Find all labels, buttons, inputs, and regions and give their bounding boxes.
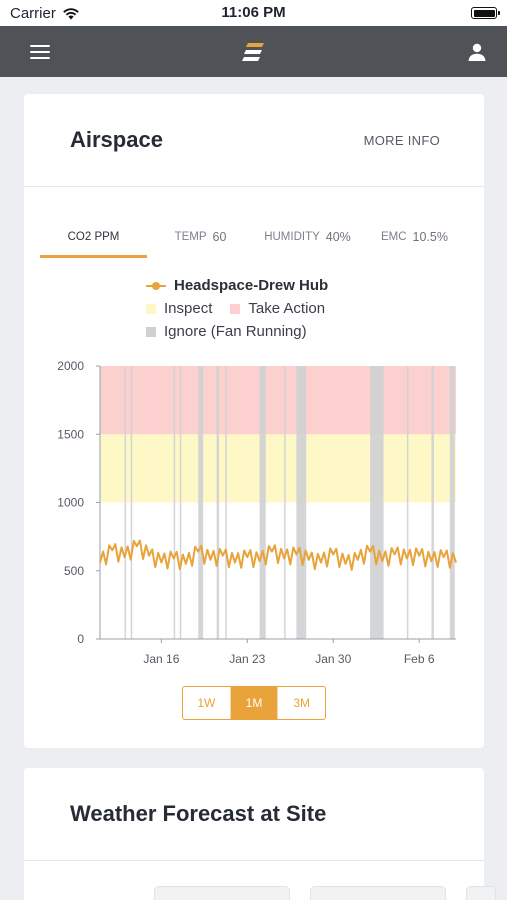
range-1m-button[interactable]: 1M: [230, 687, 279, 719]
battery-icon: [471, 7, 500, 19]
status-time: 11:06 PM: [221, 4, 286, 21]
inspect-band: [100, 434, 456, 503]
y-tick-label: 1000: [57, 496, 84, 510]
legend-ignore[interactable]: Ignore (Fan Running): [146, 323, 307, 340]
weather-forecast-list: [154, 886, 496, 900]
tab-temp-label: TEMP: [174, 231, 207, 243]
ignore-interval: [179, 366, 182, 639]
legend-take-action[interactable]: Take Action: [230, 300, 325, 317]
legend-take-action-swatch: [230, 303, 241, 314]
take-action-band: [100, 366, 456, 435]
weather-card: Weather Forecast at Site: [24, 768, 496, 900]
forecast-day-card[interactable]: [310, 886, 446, 900]
ignore-interval: [370, 366, 384, 639]
more-info-link[interactable]: MORE INFO: [363, 132, 440, 148]
tab-temp-value: 60: [212, 230, 227, 244]
y-tick-label: 500: [64, 564, 84, 578]
ignore-interval: [216, 366, 220, 639]
status-carrier: Carrier: [10, 5, 80, 22]
range-1w-button[interactable]: 1W: [183, 687, 231, 719]
weather-title: Weather Forecast at Site: [70, 801, 327, 826]
metric-tabs: CO2 PPM TEMP 60 HUMIDITY 40% EMC 10.5%: [40, 216, 484, 258]
ignore-interval: [449, 366, 455, 639]
ignore-interval: [198, 366, 204, 639]
forecast-day-card[interactable]: [466, 886, 496, 900]
chart-legend: Headspace-Drew Hub Inspect Take Action I…: [146, 274, 340, 343]
ignore-interval: [130, 366, 133, 639]
legend-inspect[interactable]: Inspect: [146, 300, 212, 317]
x-tick-label: Jan 23: [229, 652, 265, 666]
tab-humidity[interactable]: HUMIDITY 40%: [254, 216, 361, 258]
range-toggle: 1W 1M 3M: [182, 686, 326, 720]
legend-ignore-swatch: [146, 326, 156, 337]
co2-chart: 0 500 1000 1500 2000 Jan 16 Jan 23 Jan 30 Feb 6: [57, 359, 457, 666]
y-tick-label: 1500: [57, 427, 84, 441]
ignore-interval: [225, 366, 227, 639]
legend-take-action-label: Take Action: [248, 300, 326, 317]
series-line-headspace-drew-hub: [99, 539, 457, 571]
tab-temp[interactable]: TEMP 60: [147, 216, 254, 258]
ignore-interval: [296, 366, 307, 639]
x-tick-label: Jan 30: [315, 652, 351, 666]
tab-emc-value: 10.5%: [412, 230, 448, 244]
carrier-label: Carrier: [10, 4, 56, 22]
y-tick-label: 2000: [57, 359, 84, 373]
weather-header: Weather Forecast at Site: [24, 768, 484, 861]
forecast-day-card[interactable]: [154, 886, 290, 900]
ignore-interval: [284, 366, 286, 639]
tab-humidity-label: HUMIDITY: [264, 231, 320, 243]
x-tick-label: Feb 6: [404, 652, 435, 666]
tab-co2-label: CO2 PPM: [67, 231, 120, 243]
ignore-interval: [259, 366, 266, 639]
legend-series-label: Headspace-Drew Hub: [174, 277, 329, 294]
tab-co2[interactable]: CO2 PPM: [40, 216, 147, 258]
legend-ignore-label: Ignore (Fan Running): [164, 323, 307, 340]
wifi-icon: [63, 7, 79, 19]
legend-line-marker: [146, 281, 166, 291]
menu-icon[interactable]: [30, 44, 50, 59]
range-3m-button[interactable]: 3M: [293, 696, 311, 710]
logo-icon: [242, 43, 264, 61]
ignore-interval: [431, 366, 434, 639]
x-tick-label: Jan 16: [143, 652, 179, 666]
tab-emc-label: EMC: [380, 231, 407, 243]
airspace-header: Airspace MORE INFO: [24, 94, 484, 187]
tab-emc[interactable]: EMC 10.5%: [361, 216, 468, 258]
status-bar: Carrier 11:06 PM: [0, 0, 507, 26]
airspace-title: Airspace: [70, 127, 163, 152]
legend-inspect-label: Inspect: [164, 300, 213, 317]
legend-series[interactable]: Headspace-Drew Hub: [146, 277, 328, 294]
ignore-interval: [124, 366, 127, 639]
legend-inspect-swatch: [146, 303, 156, 314]
app-bar: [0, 26, 507, 77]
user-icon[interactable]: [467, 42, 487, 62]
tab-humidity-value: 40%: [325, 230, 351, 244]
ignore-interval: [173, 366, 176, 639]
ignore-interval: [406, 366, 409, 639]
y-tick-label: 0: [77, 632, 84, 646]
